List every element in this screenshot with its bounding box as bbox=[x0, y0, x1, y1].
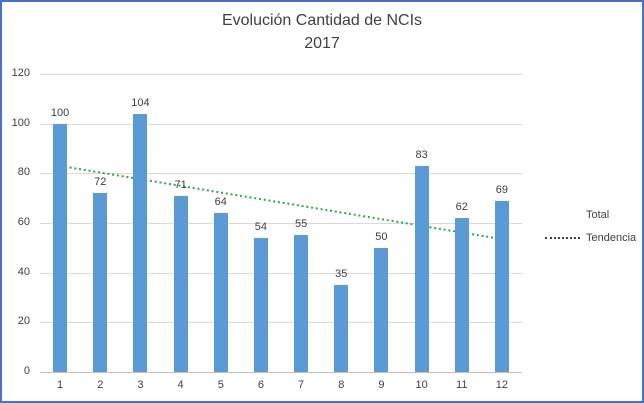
legend-label-tendencia: Tendencia bbox=[586, 231, 637, 244]
y-tick-label: 60 bbox=[17, 216, 30, 228]
y-axis-labels: 0 20 40 60 80 100 120 bbox=[4, 67, 34, 377]
tendencia-series-swatch-icon bbox=[545, 236, 580, 239]
bar-month-9 bbox=[374, 247, 389, 372]
x-tick-label: 2 bbox=[97, 379, 104, 391]
data-label-month-10: 83 bbox=[415, 148, 428, 161]
y-tick-label: 120 bbox=[11, 67, 30, 79]
bar-month-11 bbox=[454, 218, 469, 372]
y-tick-label: 40 bbox=[17, 265, 30, 278]
x-tick-label: 10 bbox=[415, 379, 428, 391]
x-tick-label: 1 bbox=[57, 379, 64, 391]
y-tick-label: 20 bbox=[17, 315, 30, 328]
gridline bbox=[40, 272, 522, 274]
bar-month-2 bbox=[93, 193, 108, 372]
x-tick-label: 5 bbox=[217, 379, 224, 391]
y-tick-label: 80 bbox=[17, 166, 30, 179]
data-label-month-8: 35 bbox=[335, 268, 348, 281]
x-tick-label: 8 bbox=[338, 379, 345, 391]
x-tick-label: 6 bbox=[257, 379, 264, 391]
data-label-month-4: 71 bbox=[174, 178, 187, 191]
x-tick-label: 9 bbox=[378, 379, 385, 391]
data-label-month-1: 100 bbox=[50, 106, 70, 119]
x-tick-label: 4 bbox=[177, 379, 184, 391]
plot-area: 100 72 104 71 64 54 55 35 50 83 62 69 bbox=[40, 74, 522, 373]
x-tick-label: 12 bbox=[495, 379, 509, 391]
data-label-month-12: 69 bbox=[495, 183, 509, 196]
bar-month-4 bbox=[173, 195, 188, 372]
bar-month-5 bbox=[213, 213, 228, 372]
legend: Total Tendencia bbox=[545, 207, 636, 245]
bar-month-12 bbox=[494, 200, 509, 372]
total-series-swatch-icon bbox=[545, 212, 580, 217]
x-axis-line bbox=[40, 372, 522, 373]
bar-month-7 bbox=[294, 235, 309, 372]
legend-label-total: Total bbox=[586, 208, 610, 221]
bar-month-1 bbox=[53, 123, 68, 372]
data-label-month-6: 54 bbox=[254, 220, 268, 233]
bar-month-3 bbox=[133, 113, 148, 372]
bar-month-8 bbox=[334, 285, 349, 372]
gridline bbox=[40, 322, 522, 324]
legend-item-total: Total bbox=[545, 207, 636, 222]
legend-item-tendencia: Tendencia bbox=[545, 230, 636, 245]
bar-month-10 bbox=[414, 165, 429, 372]
gridline bbox=[40, 223, 522, 224]
x-tick-label: 11 bbox=[456, 379, 468, 391]
data-label-month-2: 72 bbox=[94, 176, 107, 189]
gridline bbox=[40, 173, 522, 175]
x-tick-label: 7 bbox=[298, 379, 305, 391]
chart-title-group: Evolución Cantidad de NCIs 2017 bbox=[2, 9, 642, 55]
x-tick-label: 3 bbox=[137, 379, 144, 391]
data-label-month-9: 50 bbox=[375, 230, 388, 243]
chart-subtitle: 2017 bbox=[304, 35, 340, 52]
data-label-month-5: 64 bbox=[214, 196, 227, 209]
y-tick-label: 100 bbox=[11, 116, 30, 129]
data-label-month-7: 55 bbox=[294, 218, 308, 231]
bar-month-6 bbox=[253, 237, 268, 372]
data-label-month-3: 104 bbox=[131, 96, 150, 109]
gridline bbox=[40, 123, 522, 125]
y-tick-label: 0 bbox=[23, 365, 30, 377]
chart-title: Evolución Cantidad de NCIs bbox=[221, 12, 423, 29]
data-label-month-11: 62 bbox=[455, 201, 468, 214]
x-axis-labels: 1 2 3 4 5 6 7 8 9 10 11 12 bbox=[40, 379, 522, 395]
gridline bbox=[40, 74, 522, 75]
